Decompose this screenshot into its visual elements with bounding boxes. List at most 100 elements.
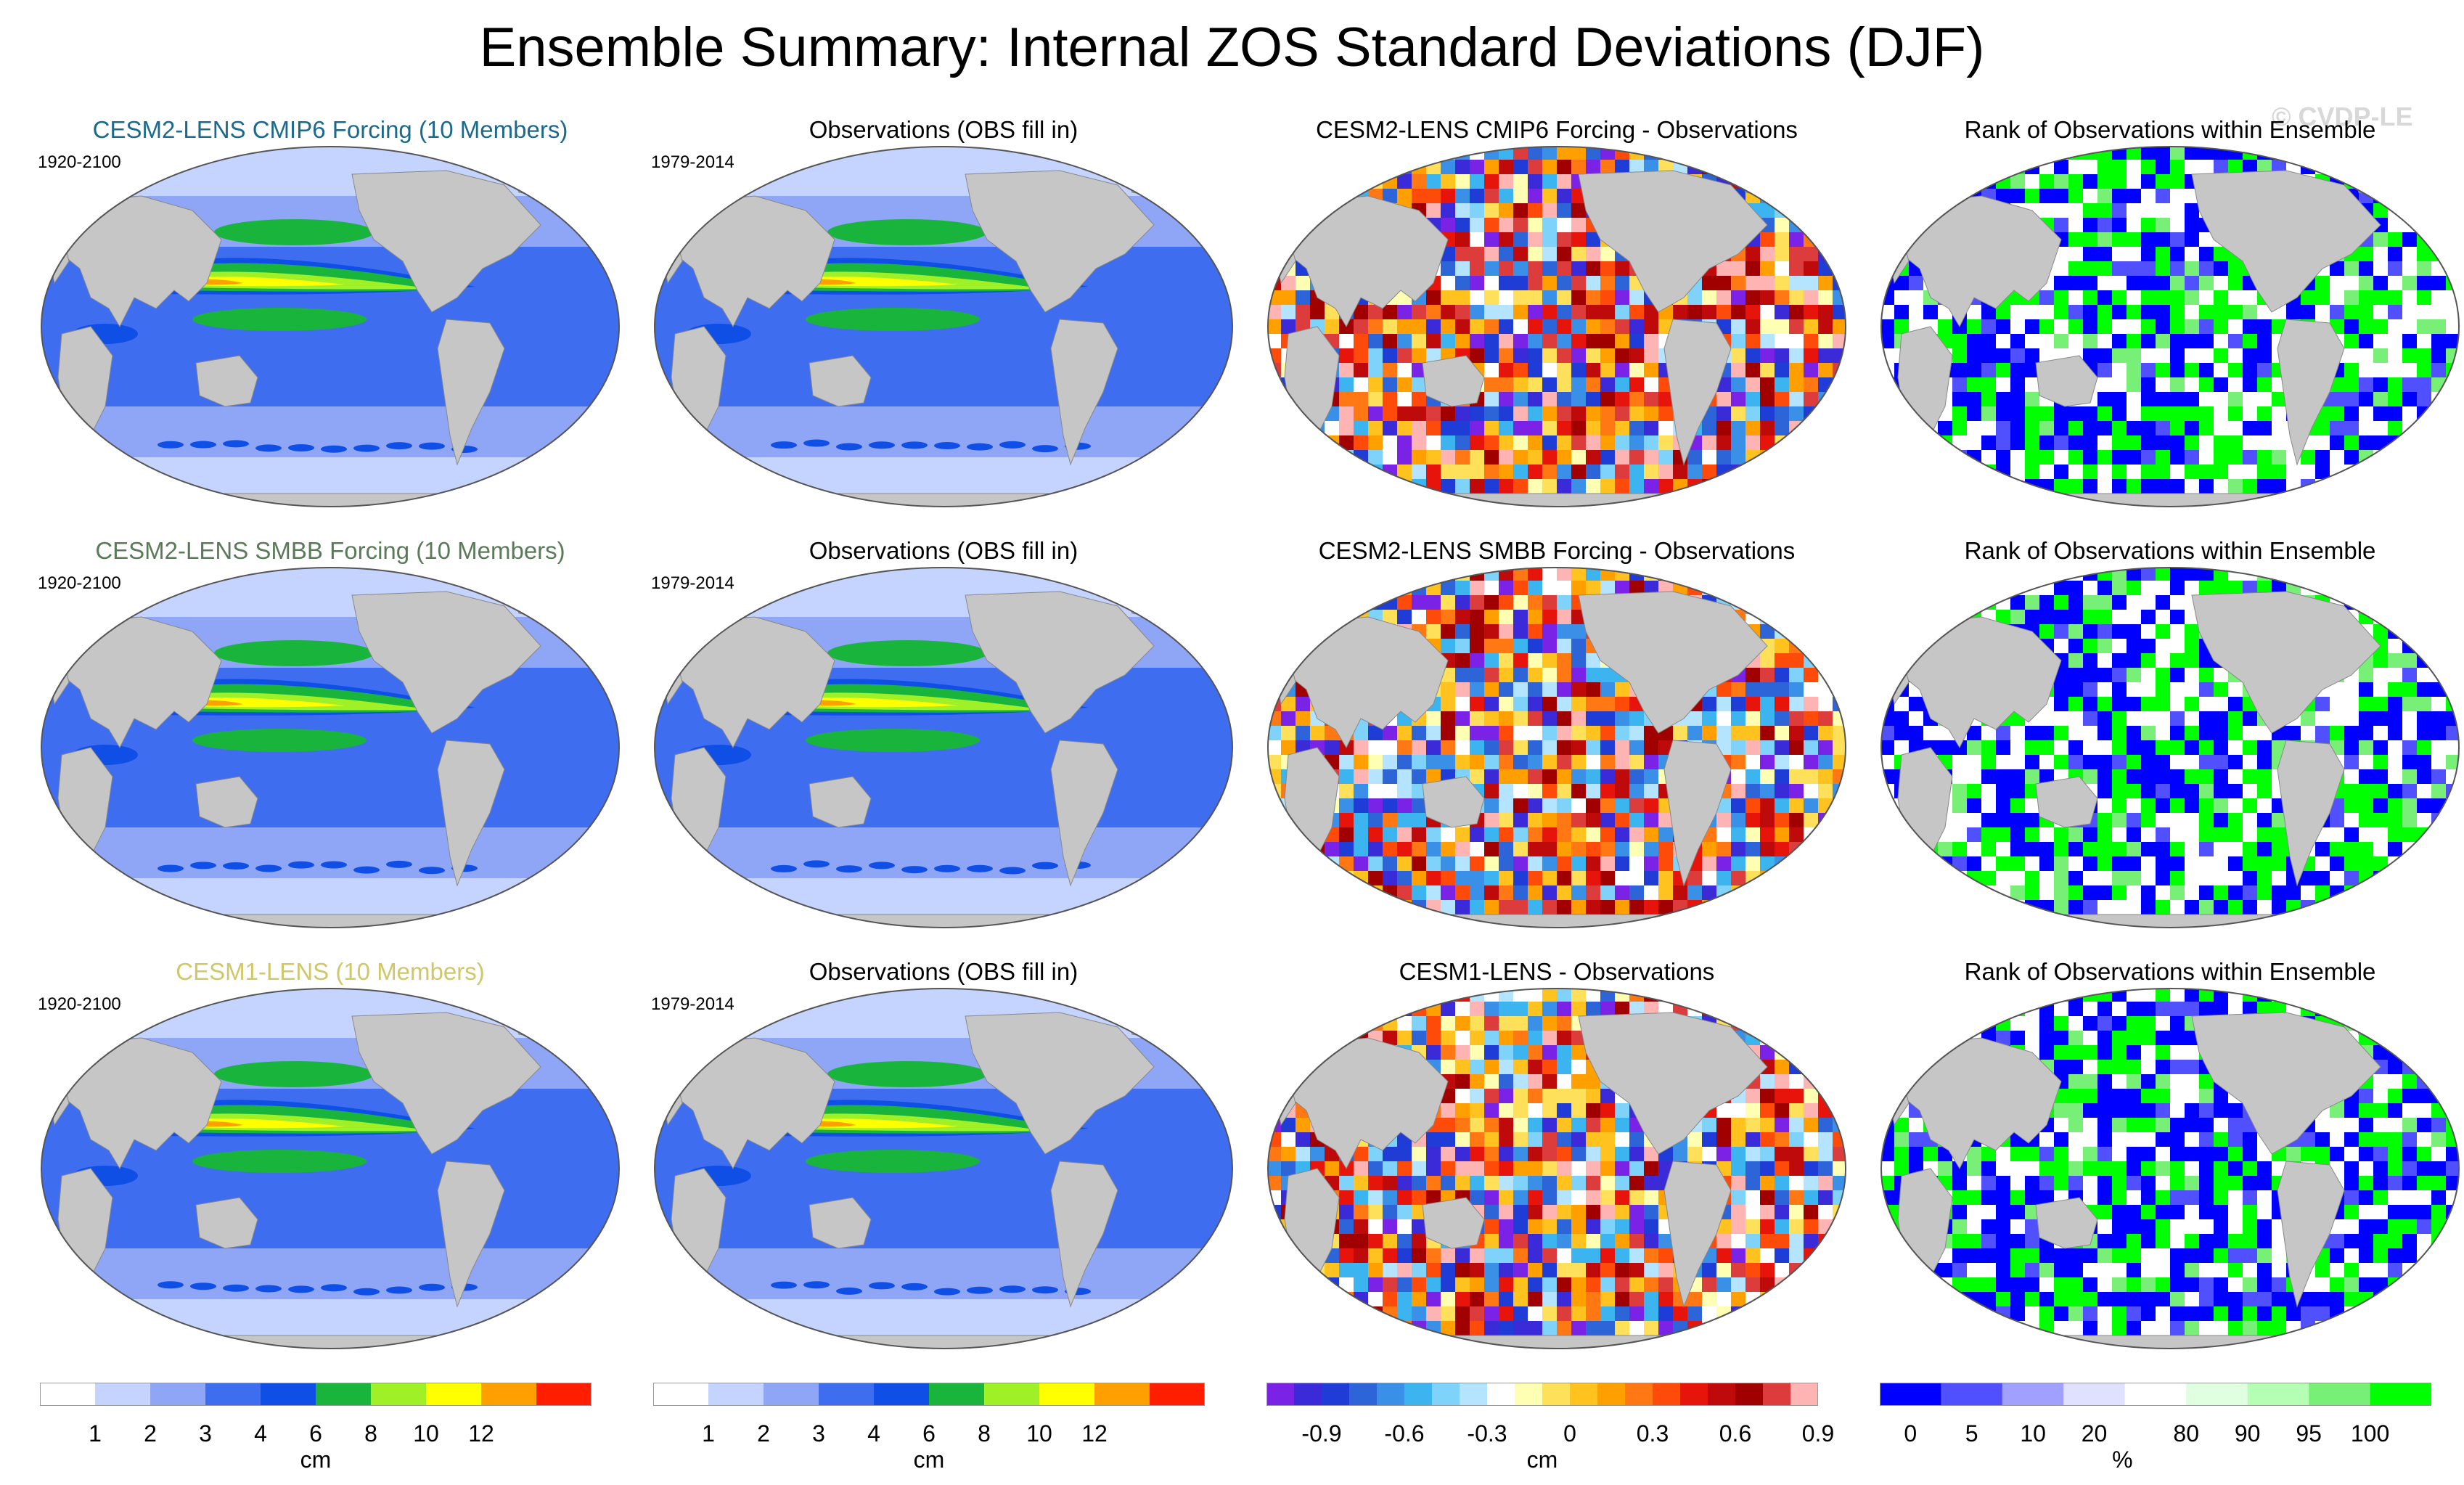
colorbar-unit: cm — [1526, 1447, 1558, 1473]
colorbar-rank: 0 5 10 20 80 90 95 100% — [1880, 1383, 2431, 1473]
colorbar-swatch — [1763, 1383, 1790, 1406]
colorbar-tick: 10 — [1026, 1420, 1052, 1447]
colorbar-swatch — [764, 1383, 819, 1406]
colorbar-swatch — [819, 1383, 874, 1406]
colorbar-swatch — [536, 1383, 592, 1406]
world-map — [41, 567, 620, 928]
panel-title: Observations (OBS fill in) — [809, 958, 1078, 985]
colorbar-tick: 5 — [1965, 1420, 1978, 1447]
colorbar-tick: 6 — [309, 1420, 322, 1447]
world-map — [1267, 146, 1846, 507]
colorbar-tick: 10 — [413, 1420, 439, 1447]
colorbar-tick: 20 — [2081, 1420, 2108, 1447]
colorbar-swatch — [1094, 1383, 1150, 1406]
colorbar-swatch — [929, 1383, 984, 1406]
colorbar-swatch — [1404, 1383, 1432, 1406]
colorbar-swatch — [371, 1383, 426, 1406]
colorbar-swatch — [1941, 1383, 2002, 1406]
colorbar-swatch — [984, 1383, 1039, 1406]
world-map — [654, 567, 1233, 928]
colorbar-swatch — [1708, 1383, 1735, 1406]
colorbar-tick: 8 — [978, 1420, 991, 1447]
colorbar-swatch — [1542, 1383, 1570, 1406]
world-map — [1880, 146, 2460, 507]
colorbar-swatch — [1349, 1383, 1377, 1406]
colorbar-tick: 8 — [364, 1420, 377, 1447]
panel-title: CESM2-LENS SMBB Forcing - Observations — [1318, 537, 1796, 564]
colorbar-swatch — [40, 1383, 95, 1406]
map-panel-r2-c2: Observations (OBS fill in) 1979-2014 — [642, 537, 1245, 944]
colorbar-swatch — [1039, 1383, 1094, 1406]
map-panel-r1-c4: Rank of Observations within Ensemble — [1869, 116, 2464, 523]
colorbar-swatch — [1880, 1383, 1941, 1406]
world-map — [1267, 567, 1846, 928]
map-panel-r2-c3: CESM2-LENS SMBB Forcing - Observations — [1256, 537, 1858, 944]
colorbar-tick: 2 — [144, 1420, 157, 1447]
colorbar-swatch — [1790, 1383, 1818, 1406]
colorbar-unit: cm — [913, 1447, 945, 1473]
colorbar-swatch — [1625, 1383, 1653, 1406]
colorbar-tick: 1 — [89, 1420, 102, 1447]
colorbar-swatch — [150, 1383, 205, 1406]
colorbar-swatch — [708, 1383, 764, 1406]
colorbar-swatch — [426, 1383, 481, 1406]
colorbar-tick: 100 — [2350, 1420, 2390, 1447]
colorbar-swatch — [1680, 1383, 1708, 1406]
colorbar-swatch — [874, 1383, 929, 1406]
world-map — [1880, 988, 2460, 1349]
world-map — [1267, 988, 1846, 1349]
colorbar-model_sd: 1 2 3 4 6 8 10 12 cm — [40, 1383, 592, 1473]
colorbar-obs_sd: 1 2 3 4 6 8 10 12 cm — [653, 1383, 1205, 1473]
colorbar-tick: 12 — [1081, 1420, 1108, 1447]
colorbar-swatch — [1150, 1383, 1205, 1406]
colorbar-swatch — [95, 1383, 150, 1406]
world-map — [41, 146, 620, 507]
colorbar-swatch — [2370, 1383, 2431, 1406]
map-panel-r1-c1: CESM2-LENS CMIP6 Forcing (10 Members) 192… — [29, 116, 631, 523]
colorbar-tick: 6 — [922, 1420, 936, 1447]
world-map — [41, 988, 620, 1349]
map-panel-r2-c4: Rank of Observations within Ensemble — [1869, 537, 2464, 944]
panel-title: Rank of Observations within Ensemble — [1964, 116, 2376, 143]
map-panel-r3-c1: CESM1-LENS (10 Members) 1920-2100 — [29, 958, 631, 1365]
panel-title: Rank of Observations within Ensemble — [1964, 537, 2376, 564]
colorbar-swatch — [205, 1383, 261, 1406]
panel-title: Rank of Observations within Ensemble — [1964, 958, 2376, 985]
colorbar-tick: 4 — [867, 1420, 880, 1447]
panel-title: CESM2-LENS SMBB Forcing (10 Members) — [95, 537, 565, 564]
colorbar-swatch — [1266, 1383, 1294, 1406]
colorbar-swatch — [2247, 1383, 2309, 1406]
colorbar-tick: 95 — [2296, 1420, 2322, 1447]
colorbar-swatch — [1432, 1383, 1460, 1406]
panel-title: CESM2-LENS CMIP6 Forcing (10 Members) — [92, 116, 568, 143]
colorbar-swatch — [2063, 1383, 2125, 1406]
colorbar-swatch — [261, 1383, 316, 1406]
panel-period: 1979-2014 — [651, 994, 734, 1014]
panel-title: CESM1-LENS - Observations — [1399, 958, 1715, 985]
colorbar-unit: cm — [300, 1447, 332, 1473]
colorbar-tick: 2 — [757, 1420, 770, 1447]
colorbar-swatch — [481, 1383, 536, 1406]
colorbar-swatch — [1570, 1383, 1597, 1406]
colorbar-swatch — [1515, 1383, 1542, 1406]
map-panel-r3-c2: Observations (OBS fill in) 1979-2014 — [642, 958, 1245, 1365]
colorbar-tick: 4 — [254, 1420, 267, 1447]
colorbar-swatch — [1460, 1383, 1487, 1406]
panel-period: 1979-2014 — [651, 573, 734, 593]
colorbar-swatch — [2002, 1383, 2064, 1406]
map-panel-r3-c4: Rank of Observations within Ensemble — [1869, 958, 2464, 1365]
panel-title: CESM2-LENS CMIP6 Forcing - Observations — [1316, 116, 1798, 143]
colorbar-tick: -0.3 — [1467, 1420, 1507, 1447]
colorbar-tick: 0.3 — [1636, 1420, 1669, 1447]
colorbar-tick: 1 — [702, 1420, 715, 1447]
map-panel-r3-c3: CESM1-LENS - Observations — [1256, 958, 1858, 1365]
colorbar-tick: 3 — [812, 1420, 825, 1447]
colorbar-swatch — [2124, 1383, 2187, 1406]
map-panel-r2-c1: CESM2-LENS SMBB Forcing (10 Members) 1920… — [29, 537, 631, 944]
colorbar-swatch — [1735, 1383, 1763, 1406]
colorbar-swatch — [1377, 1383, 1404, 1406]
colorbar-swatch — [1653, 1383, 1680, 1406]
colorbar-tick: 0 — [1563, 1420, 1576, 1447]
map-panel-r1-c2: Observations (OBS fill in) 1979-2014 — [642, 116, 1245, 523]
colorbar-tick: 12 — [468, 1420, 494, 1447]
